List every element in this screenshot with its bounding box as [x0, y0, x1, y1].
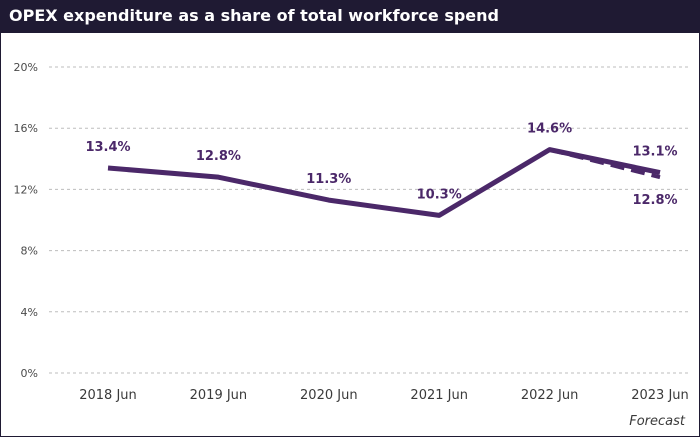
data-label: 13.1%	[632, 145, 677, 160]
chart-title: OPEX expenditure as a share of total wor…	[9, 6, 499, 25]
data-label: 11.3%	[306, 172, 351, 187]
title-bar: OPEX expenditure as a share of total wor…	[1, 1, 699, 33]
x-tick-label: 2018 Jun	[79, 388, 137, 403]
y-tick-label: 4%	[21, 306, 38, 319]
forecast-series-line	[549, 147, 661, 180]
y-tick-label: 16%	[14, 122, 38, 135]
data-label: 14.6%	[527, 122, 572, 137]
x-tick-label: 2022 Jun	[521, 388, 579, 403]
data-label: 10.3%	[417, 187, 462, 202]
x-tick-label: 2020 Jun	[300, 388, 358, 403]
data-label: 13.4%	[85, 140, 130, 155]
x-tick-label: 2021 Jun	[410, 388, 468, 403]
data-label: 12.8%	[196, 149, 241, 164]
x-tick-label: 2019 Jun	[190, 388, 248, 403]
y-tick-label: 8%	[21, 245, 38, 258]
y-tick-label: 20%	[14, 61, 38, 74]
series-line	[107, 147, 661, 218]
y-tick-label: 12%	[14, 183, 38, 196]
y-tick-label: 0%	[21, 367, 38, 380]
data-label-forecast: 12.8%	[632, 193, 677, 208]
forecast-note: Forecast	[629, 414, 686, 429]
x-tick-label: 2023 Jun	[631, 388, 689, 403]
